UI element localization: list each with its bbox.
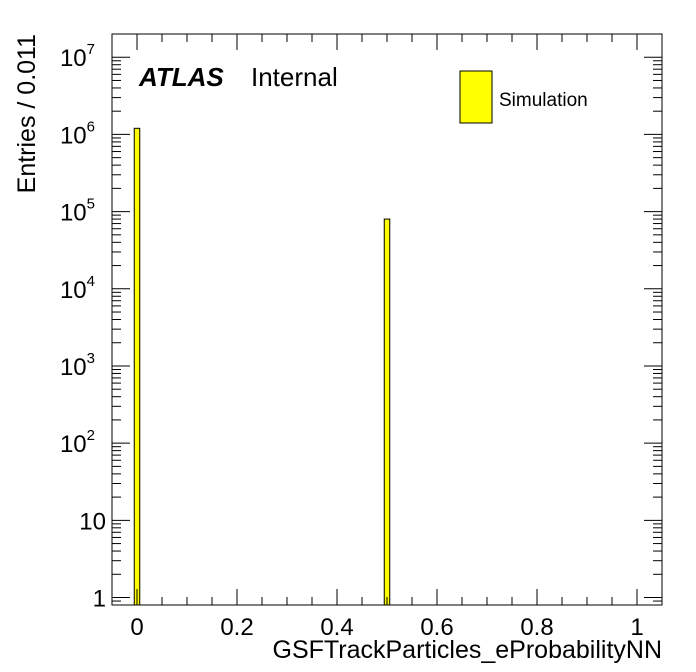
axis-ticks (111, 33, 663, 606)
y-axis-title: Entries / 0.011 (13, 34, 41, 193)
y-tick-label: 102 (60, 427, 95, 458)
y-tick-exponent: 4 (87, 273, 95, 290)
legend-swatch-simulation (459, 70, 493, 124)
tick-labels: 0 0.2 0.4 0.6 0.8 1 1 10 102 103 104 105 106 107 (60, 41, 644, 641)
y-tick-label: 10 (79, 508, 106, 535)
y-tick-exponent: 3 (87, 350, 95, 367)
x-tick-label: 0.4 (320, 614, 353, 641)
y-tick-label: 104 (60, 273, 95, 304)
internal-label: Internal (251, 62, 338, 92)
y-tick-label: 107 (60, 41, 95, 72)
x-tick-label: 0.6 (420, 614, 453, 641)
x-tick-label: 0.8 (520, 614, 553, 641)
y-tick-exponent: 2 (87, 427, 95, 444)
y-tick-exponent: 5 (87, 196, 95, 213)
histogram-bar-1 (383, 218, 391, 606)
x-tick-label: 0 (130, 614, 143, 641)
x-tick-label: 0.2 (220, 614, 253, 641)
histogram-bars (133, 127, 391, 606)
y-tick-exponent: 6 (87, 118, 95, 135)
histogram-bar-0 (133, 127, 141, 606)
x-axis-title: GSFTrackParticles_eProbabilityNN (273, 636, 662, 664)
legend-label-simulation: Simulation (499, 90, 588, 111)
y-tick-label: 1 (93, 586, 106, 613)
y-tick-exponent: 7 (87, 41, 95, 58)
y-tick-label: 105 (60, 196, 95, 227)
y-tick-label: 106 (60, 118, 95, 149)
x-tick-label: 1 (630, 614, 643, 641)
y-tick-label: 103 (60, 350, 95, 381)
atlas-label: ATLAS (138, 62, 224, 92)
